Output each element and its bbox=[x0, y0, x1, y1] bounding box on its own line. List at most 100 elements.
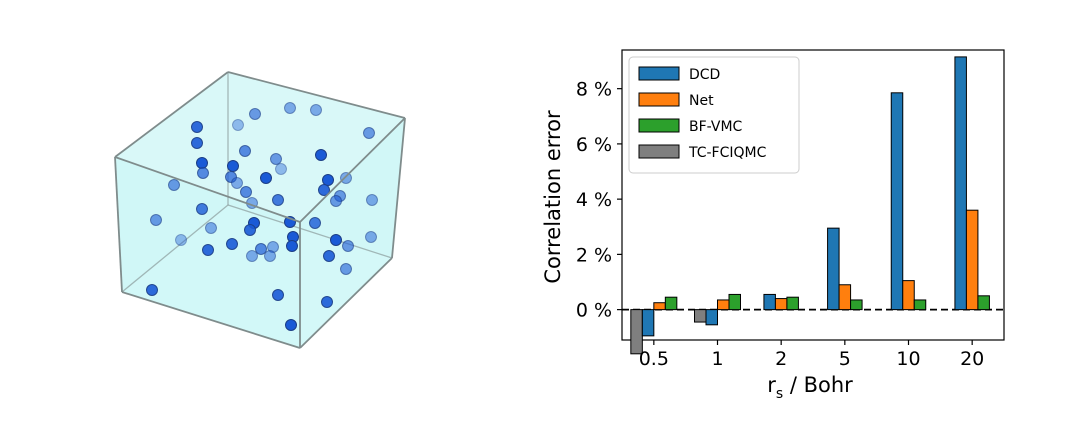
y-tick-label: 8 % bbox=[576, 79, 612, 101]
legend-swatch bbox=[638, 92, 680, 107]
box-right-face bbox=[300, 118, 405, 348]
particle bbox=[310, 104, 322, 116]
box-edge bbox=[391, 117, 406, 259]
bar-bf-vmc-1 bbox=[728, 293, 741, 311]
particle bbox=[260, 172, 272, 184]
particle bbox=[340, 263, 352, 275]
particle bbox=[205, 222, 217, 234]
bar-dcd-2 bbox=[763, 293, 776, 311]
bar-net-1 bbox=[717, 299, 730, 311]
bar-dcd-5 bbox=[827, 227, 840, 311]
particle bbox=[365, 231, 377, 243]
particle bbox=[342, 240, 354, 252]
x-axis-label: rs / Bohr bbox=[767, 373, 853, 402]
particle bbox=[196, 203, 208, 215]
bar-net-0_5 bbox=[653, 302, 666, 311]
box-edge bbox=[114, 156, 301, 223]
box-edge bbox=[121, 204, 229, 293]
y-tick-label: 2 % bbox=[576, 244, 612, 266]
x-axis-label-rest: / Bohr bbox=[783, 373, 853, 397]
particle bbox=[255, 243, 267, 255]
x-tick-label: 10 bbox=[896, 348, 920, 370]
particles bbox=[146, 102, 378, 331]
legend-label: BF-VMC bbox=[689, 119, 743, 135]
y-tick-label: 0 % bbox=[576, 300, 612, 322]
legend-swatch bbox=[638, 144, 680, 159]
x-axis-label-subscript: s bbox=[776, 386, 783, 402]
legend-swatch bbox=[638, 118, 680, 133]
x-tick-label: 1 bbox=[711, 348, 723, 370]
particle bbox=[330, 195, 342, 207]
bar-dcd-10 bbox=[890, 92, 904, 311]
particle bbox=[286, 240, 298, 252]
x-tick-label: 2 bbox=[775, 348, 787, 370]
particle bbox=[175, 234, 187, 246]
box-edge bbox=[121, 291, 301, 349]
particle bbox=[272, 194, 284, 206]
bar-bf-vmc-0_5 bbox=[664, 296, 678, 311]
particle bbox=[363, 127, 375, 139]
bar-bf-vmc-20 bbox=[977, 295, 990, 311]
legend-box bbox=[628, 56, 800, 174]
particle bbox=[239, 145, 251, 157]
y-tick-label: 4 % bbox=[576, 189, 612, 211]
particle bbox=[309, 217, 321, 229]
bar-net-20 bbox=[965, 209, 979, 311]
particle bbox=[246, 250, 258, 262]
particle bbox=[168, 179, 180, 191]
particle bbox=[249, 108, 261, 120]
box-edge bbox=[114, 156, 123, 293]
bar-dcd-0_5 bbox=[641, 309, 655, 337]
particle bbox=[240, 186, 252, 198]
box-edge bbox=[299, 257, 393, 349]
particle bbox=[202, 244, 214, 256]
legend-label: DCD bbox=[689, 67, 720, 83]
y-axis-label: Correlation error bbox=[541, 110, 565, 284]
particle bbox=[191, 121, 203, 133]
particle bbox=[322, 174, 334, 186]
particle bbox=[272, 289, 284, 301]
legend-swatch bbox=[638, 66, 680, 81]
box-edge bbox=[299, 117, 406, 223]
bar-bf-vmc-5 bbox=[850, 299, 863, 311]
particle bbox=[191, 137, 203, 149]
x-tick-label: 5 bbox=[839, 348, 851, 370]
particle bbox=[231, 177, 243, 189]
particle bbox=[275, 163, 287, 175]
particle bbox=[264, 250, 276, 262]
legend: DCD Net BF-VMC TC-FCIQMC bbox=[628, 56, 800, 174]
bar-net-2 bbox=[774, 298, 788, 311]
particle bbox=[323, 250, 335, 262]
x-tick-label: 0.5 bbox=[639, 348, 669, 370]
particle bbox=[318, 184, 330, 196]
y-tick-label: 6 % bbox=[576, 134, 612, 156]
bar-net-5 bbox=[838, 284, 852, 311]
particle bbox=[284, 102, 296, 114]
particle bbox=[226, 238, 238, 250]
bar-dcd-1 bbox=[705, 309, 718, 326]
bar-bf-vmc-10 bbox=[913, 299, 927, 311]
box-edge bbox=[114, 71, 229, 158]
bar-net-10 bbox=[902, 280, 915, 311]
x-tick-label: 20 bbox=[960, 348, 984, 370]
particle bbox=[146, 284, 158, 296]
box bbox=[114, 71, 406, 349]
particle bbox=[150, 214, 162, 226]
x-axis-label-main: r bbox=[767, 373, 776, 397]
particle bbox=[340, 172, 352, 184]
particle bbox=[330, 234, 342, 246]
particle bbox=[270, 153, 282, 165]
bar-bf-vmc-2 bbox=[786, 296, 799, 311]
legend-label: TC-FCIQMC bbox=[688, 145, 767, 161]
particle bbox=[285, 319, 297, 331]
plot-frame bbox=[621, 49, 1005, 341]
particle bbox=[321, 296, 333, 308]
particle bbox=[232, 119, 244, 131]
particle bbox=[244, 224, 256, 236]
particle bbox=[197, 167, 209, 179]
bar-tc-fciqmc-1 bbox=[694, 309, 707, 323]
legend-label: Net bbox=[689, 93, 714, 109]
particle bbox=[366, 194, 378, 206]
particle bbox=[315, 149, 327, 161]
